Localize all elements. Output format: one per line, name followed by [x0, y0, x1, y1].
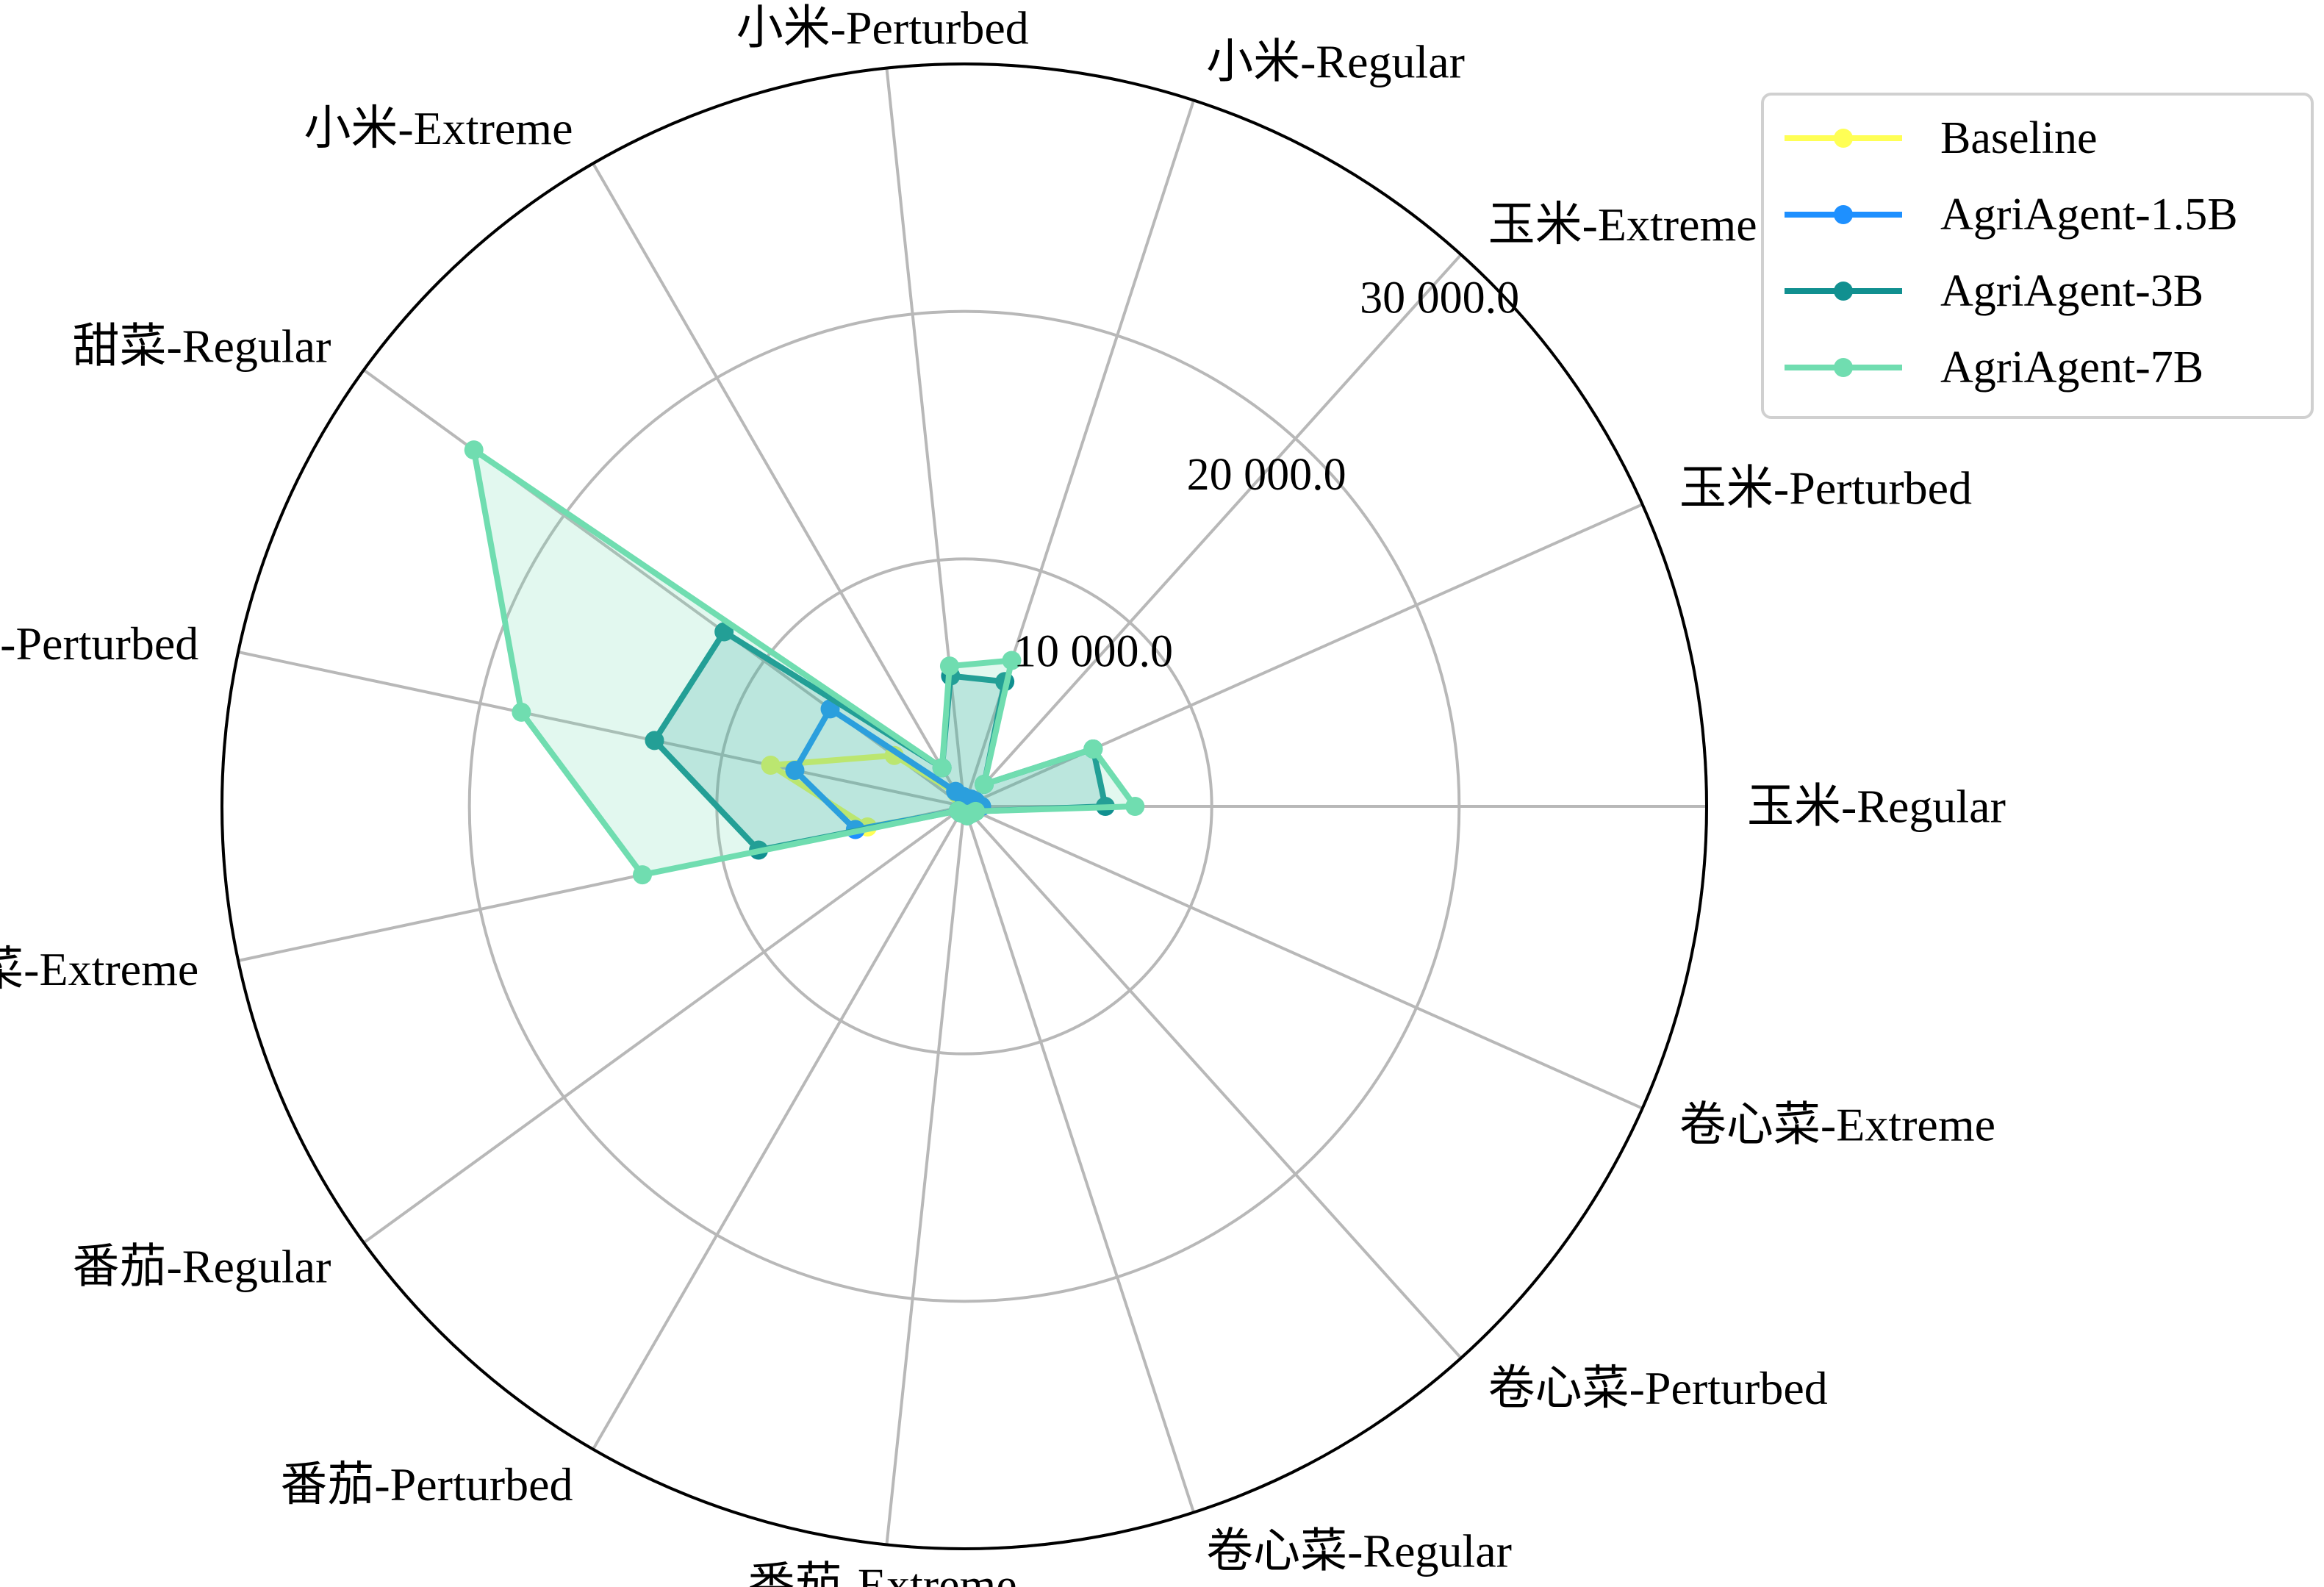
category-label: 卷心菜-Extreme — [1679, 1099, 1995, 1151]
data-point — [946, 781, 966, 801]
radial-tick-label: 10 000.0 — [1014, 626, 1173, 676]
legend-marker — [1834, 205, 1853, 224]
series-fill — [654, 631, 1105, 850]
data-point — [464, 440, 484, 460]
legend-entry: Baseline — [1940, 113, 2098, 163]
grid-spoke-10 — [362, 805, 966, 1244]
grid-spoke-15 — [964, 805, 1643, 1110]
grid-spoke-3 — [963, 254, 1463, 808]
legend-marker — [1834, 129, 1853, 148]
category-label: 玉米-Extreme — [1488, 198, 1757, 251]
category-label: 玉米-Perturbed — [1679, 462, 1972, 514]
radial-tick-label: 30 000.0 — [1360, 273, 1519, 323]
category-label: 甜菜-Extreme — [0, 943, 198, 995]
grid-spoke-14 — [963, 805, 1463, 1359]
category-label: 番茄-Extreme — [748, 1559, 1017, 1587]
data-point — [633, 865, 653, 885]
category-label: 番茄-Perturbed — [280, 1458, 573, 1511]
category-label: 番茄-Regular — [72, 1240, 331, 1292]
legend-marker — [1834, 282, 1853, 301]
grid-spoke-8 — [237, 651, 965, 808]
series-4 — [464, 440, 1145, 885]
data-point — [512, 702, 531, 722]
grid-spoke-11 — [592, 806, 966, 1450]
legend-box — [1761, 93, 2314, 419]
category-label: 小米-Perturbed — [736, 1, 1029, 54]
grid-spoke-12 — [885, 806, 966, 1545]
legend-marker — [1834, 358, 1853, 377]
category-label: 小米-Extreme — [304, 102, 573, 154]
category-label: 甜菜-Regular — [72, 320, 331, 373]
legend-entry: AgriAgent-1.5B — [1940, 190, 2238, 240]
legend-entry: AgriAgent-3B — [1940, 266, 2203, 316]
data-point — [1002, 651, 1022, 670]
series-fill — [473, 450, 1136, 875]
category-label: 卷心菜-Regular — [1206, 1525, 1512, 1577]
legend: Baseline AgriAgent-1.5B AgriAgent-3B AgriAg… — [1761, 93, 2314, 419]
data-point — [645, 731, 664, 750]
data-point — [932, 758, 952, 778]
data-point — [1083, 739, 1103, 759]
grid-spoke-13 — [963, 806, 1196, 1513]
outer-boundary — [220, 62, 1708, 1550]
category-label: 卷心菜-Perturbed — [1488, 1362, 1828, 1414]
legend-entry: AgriAgent-7B — [1940, 343, 2203, 393]
category-label: 小米-Regular — [1206, 36, 1465, 88]
radial-tick-layer: 10 000.0 20 000.0 30 000.0 — [1014, 273, 1519, 676]
data-point — [1125, 797, 1145, 816]
radial-tick-label: 20 000.0 — [1187, 450, 1346, 500]
axis-label-layer: 玉米-Regular 玉米-Perturbed 玉米-Extreme 小米-Regul… — [0, 1, 2006, 1587]
category-label: 甜菜-Perturbed — [0, 617, 198, 670]
data-point — [966, 801, 986, 821]
data-point — [975, 774, 994, 794]
data-point — [939, 656, 959, 676]
data-point — [761, 756, 781, 775]
series-layer — [464, 440, 1145, 885]
data-point — [714, 622, 734, 642]
category-label: 玉米-Regular — [1747, 781, 2006, 833]
data-point — [785, 761, 805, 781]
grid-spoke-6 — [592, 162, 966, 808]
